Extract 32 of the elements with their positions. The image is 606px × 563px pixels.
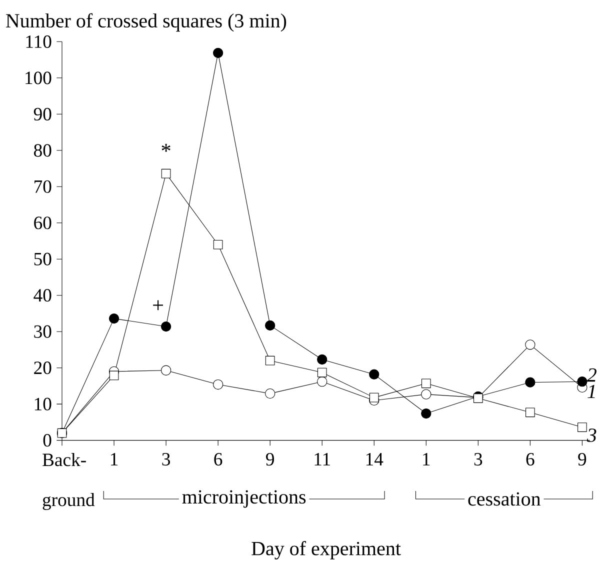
x-tick-label: 1: [110, 453, 118, 466]
x-tick-label: 1: [423, 453, 430, 466]
y-tick-label: 60: [34, 216, 52, 230]
category-label: Back- ground: [42, 453, 95, 510]
series-label: 2: [586, 368, 596, 382]
text: cessation: [468, 492, 541, 506]
series-label: 1: [588, 384, 595, 398]
y-tick-label: 40: [34, 289, 52, 302]
y-tick-label: 90: [34, 108, 52, 120]
y-tick-label: 110: [26, 35, 52, 48]
y-tick-label: 0: [43, 434, 52, 447]
annotation: *: [162, 144, 170, 152]
annotation: +: [153, 300, 164, 310]
y-tick-label: 20: [34, 362, 52, 374]
y-tick-label: 100: [26, 72, 52, 84]
y-tick-label: 70: [34, 180, 52, 193]
x-tick-label: 9: [578, 453, 586, 466]
y-tick-label: 30: [34, 325, 52, 338]
y-tick-label: 50: [34, 252, 52, 266]
x-tick-label: 9: [266, 453, 274, 466]
x-tick-label: 6: [214, 453, 222, 466]
x-tick-label: 11: [314, 453, 330, 466]
x-tick-label: 3: [474, 453, 482, 466]
y-tick-label: 10: [34, 398, 52, 410]
series-label: 3: [586, 428, 596, 442]
text: microinjections: [182, 490, 306, 508]
x-axis-title: Day of experiment: [252, 541, 401, 560]
x-tick-label: 3: [162, 453, 170, 466]
x-tick-label: 14: [366, 453, 384, 466]
y-tick-label: 80: [34, 144, 52, 157]
y-axis-title: Number of crossed squares (3 min): [6, 13, 286, 32]
x-tick-label: 6: [526, 453, 534, 466]
